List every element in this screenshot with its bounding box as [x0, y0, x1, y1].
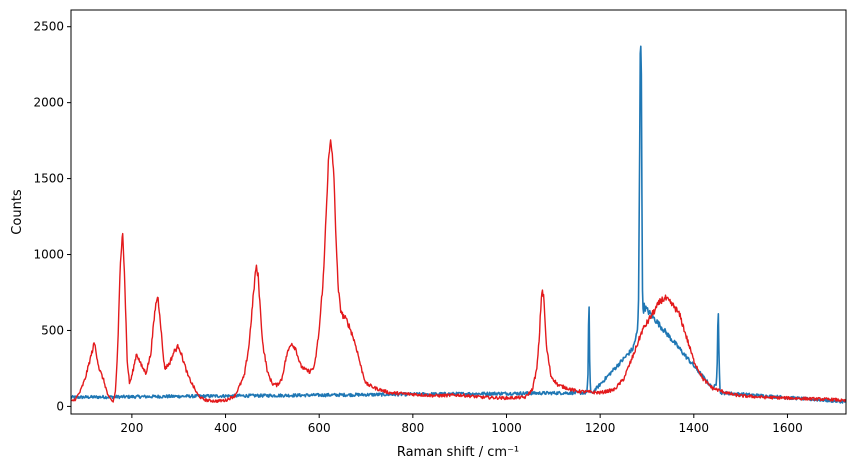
series-line-1 — [71, 139, 846, 404]
x-tick-label: 800 — [401, 421, 424, 435]
x-tick-label: 400 — [214, 421, 237, 435]
x-tick-label: 1200 — [585, 421, 616, 435]
x-axis-ticks: 200 400 600 800 1000 1200 1400 1600 — [120, 414, 803, 435]
series-line-0 — [71, 45, 846, 404]
x-axis-label: Raman shift / cm⁻¹ — [397, 445, 519, 460]
x-tick-label: 200 — [120, 421, 143, 435]
y-tick-label: 0 — [56, 399, 64, 413]
plot-frame — [70, 9, 847, 415]
x-tick-label: 1000 — [491, 421, 522, 435]
y-tick-label: 2500 — [33, 20, 64, 34]
y-tick-label: 2000 — [33, 96, 64, 110]
series-layer — [71, 45, 846, 404]
y-tick-label: 1500 — [33, 172, 64, 186]
x-tick-label: 600 — [308, 421, 331, 435]
y-tick-label: 1000 — [33, 248, 64, 262]
y-axis-ticks: 0 500 1000 1500 2000 2500 — [33, 20, 71, 413]
x-tick-label: 1600 — [772, 421, 803, 435]
y-tick-label: 500 — [41, 323, 64, 337]
x-tick-label: 1400 — [679, 421, 710, 435]
y-axis-label: Counts — [10, 189, 25, 235]
